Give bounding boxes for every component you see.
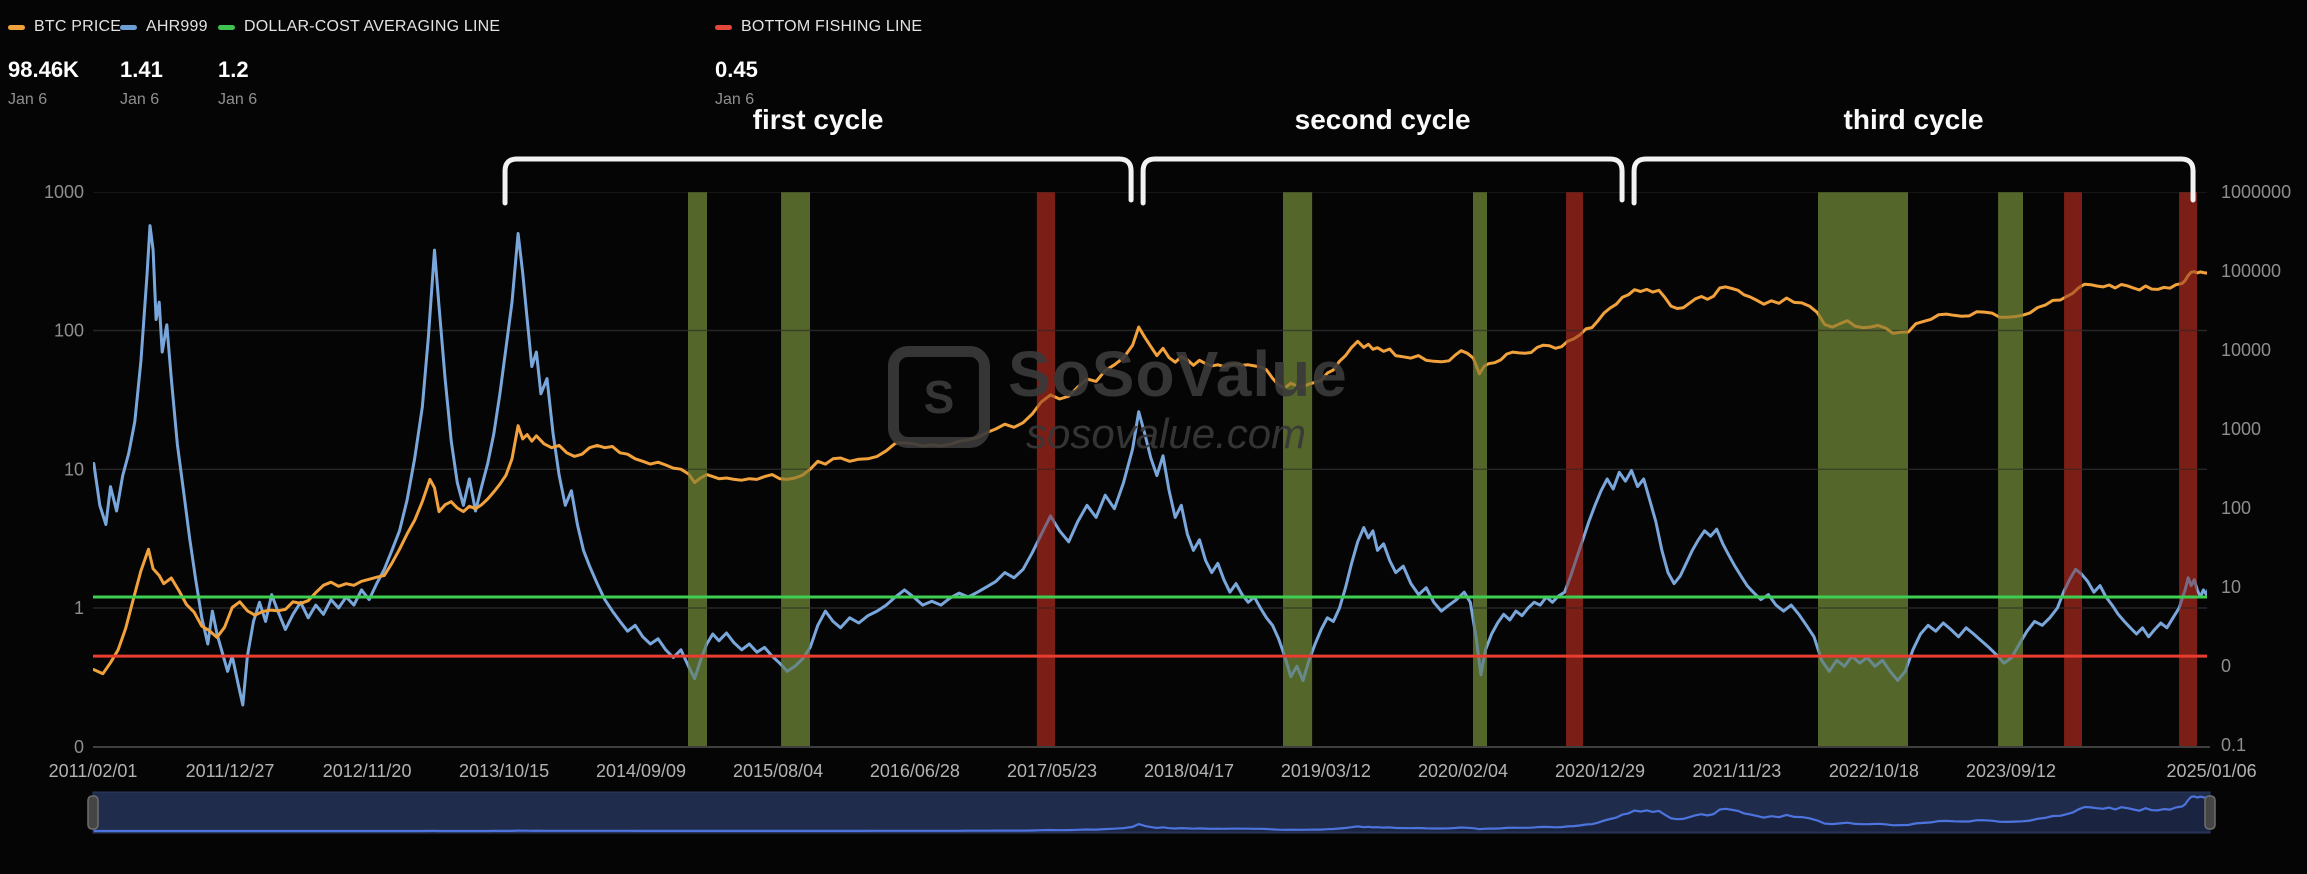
x-axis-tick: 2018/04/17 — [1144, 761, 1234, 781]
first-cycle-label: first cycle — [752, 104, 884, 135]
band-overlay — [1036, 192, 1055, 747]
band-overlay — [2064, 192, 2082, 747]
cycle-bracket — [1140, 156, 1625, 206]
btc-price-value: 98.46K — [8, 57, 79, 82]
legend-label: DOLLAR-COST AVERAGING LINE — [244, 18, 501, 35]
dca-line-date: Jan 6 — [218, 91, 258, 108]
legend-label: AHR999 — [146, 18, 208, 35]
x-axis-tick: 2019/03/12 — [1281, 761, 1371, 781]
x-axis-tick: 2015/08/04 — [733, 761, 823, 781]
right-axis-tick: 10 — [2221, 577, 2241, 597]
right-axis-tick: 100 — [2221, 498, 2251, 518]
band-overlay — [781, 192, 810, 747]
cycle-bracket — [502, 156, 1134, 206]
series-btc-price — [93, 270, 2207, 676]
band-overlay — [1998, 192, 2023, 747]
second-cycle-label: second cycle — [1294, 104, 1471, 135]
dca-line-swatch-icon — [218, 24, 235, 30]
left-axis-tick: 100 — [54, 321, 84, 341]
legend-item-ahr999[interactable]: AHR999 1.41 Jan 6 — [120, 18, 208, 109]
band-overlay — [1566, 192, 1583, 747]
dca-line-value: 1.2 — [218, 57, 249, 82]
x-axis-tick: 2012/11/20 — [323, 761, 412, 781]
bottom-fishing-swatch-icon — [715, 24, 732, 30]
x-axis-tick: 2011/12/27 — [186, 761, 275, 781]
right-axis-tick: 100000 — [2221, 261, 2281, 281]
bottom-fishing-value: 0.45 — [715, 57, 758, 82]
right-axis-tick: 1000000 — [2221, 182, 2291, 202]
left-axis-tick: 1000 — [44, 182, 84, 202]
third-cycle-label: third cycle — [1843, 104, 1984, 135]
x-axis-tick: 2017/05/23 — [1007, 761, 1097, 781]
right-axis-tick: 10000 — [2221, 340, 2271, 360]
legend-item-btc-price[interactable]: BTC PRICE 98.46K Jan 6 — [8, 18, 121, 109]
plot-content — [93, 192, 2207, 747]
legend-item-bottom-fishing[interactable]: BOTTOM FISHING LINE 0.45 Jan 6 — [715, 18, 922, 109]
band-overlay — [1473, 192, 1487, 747]
x-axis-tick: 2020/12/29 — [1555, 761, 1645, 781]
navigator-series — [93, 795, 2212, 833]
x-axis-tick: 2025/01/06 — [2167, 761, 2257, 781]
navigator-area — [93, 796, 2211, 831]
x-axis-tick: 2022/10/18 — [1829, 761, 1919, 781]
ahr999-date: Jan 6 — [120, 91, 160, 108]
ahr999-swatch-icon — [120, 24, 137, 30]
legend-label: BOTTOM FISHING LINE — [741, 18, 923, 35]
right-axis-tick: 1000 — [2221, 419, 2261, 439]
band-overlay — [1818, 192, 1908, 747]
x-axis-tick: 2023/09/12 — [1966, 761, 2056, 781]
cycle-bracket — [1631, 156, 2196, 206]
right-axis-tick: 0 — [2221, 656, 2231, 676]
btc-price-swatch-icon — [8, 24, 25, 30]
btc-price-date: Jan 6 — [8, 91, 48, 108]
x-axis-tick: 2016/06/28 — [870, 761, 960, 781]
band-overlay — [1283, 192, 1313, 747]
ahr999-value: 1.41 — [120, 57, 163, 82]
navigator-left-handle[interactable] — [87, 795, 99, 830]
navigator-right-handle[interactable] — [2204, 795, 2216, 830]
legend-label: BTC PRICE — [34, 18, 122, 35]
x-axis-tick: 2011/02/01 — [49, 761, 138, 781]
band-overlay — [2179, 192, 2197, 747]
navigator[interactable] — [87, 791, 2216, 834]
x-axis-tick: 2014/09/09 — [596, 761, 686, 781]
right-axis-tick: 0.1 — [2221, 735, 2246, 755]
left-axis-tick: 1 — [74, 598, 84, 618]
bottom-fishing-date: Jan 6 — [715, 91, 755, 108]
x-axis-tick: 2021/11/23 — [1693, 761, 1782, 781]
x-axis-tick: 2020/02/04 — [1418, 761, 1508, 781]
left-axis-tick: 10 — [64, 459, 84, 479]
x-axis-tick: 2013/10/15 — [459, 761, 549, 781]
band-overlay — [688, 192, 707, 747]
series-ahr999 — [93, 224, 2207, 707]
left-axis-tick: 0 — [74, 737, 84, 757]
legend-item-dca-line[interactable]: DOLLAR-COST AVERAGING LINE 1.2 Jan 6 — [218, 18, 500, 109]
